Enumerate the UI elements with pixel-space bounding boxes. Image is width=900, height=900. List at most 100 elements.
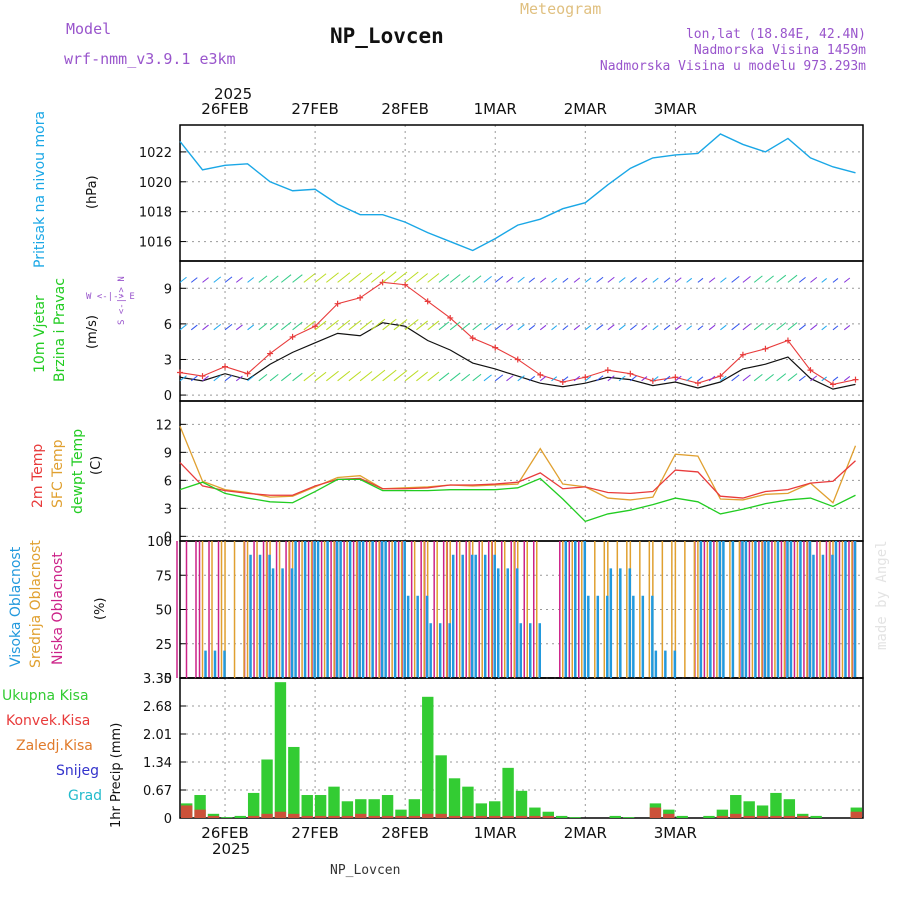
wind-barb-0-4 xyxy=(224,276,233,283)
model-name: wrf-nmm_v3.9.1 e3km xyxy=(64,50,236,68)
gust-marker-30 xyxy=(852,376,859,383)
gust-marker-29 xyxy=(829,381,836,388)
wind-barb-0-31 xyxy=(528,277,536,283)
precip-ylabel: 1hr Precip (mm) xyxy=(109,723,124,828)
wind-barb-0-28 xyxy=(494,276,504,283)
wind-barb-1-37 xyxy=(596,324,604,331)
wind-barb-1-6 xyxy=(247,324,255,331)
panel-frame-2 xyxy=(179,400,864,542)
wind-barb-0-43 xyxy=(663,277,671,283)
wind-barb-2-55 xyxy=(798,375,806,382)
precip-conv-bar-8 xyxy=(288,813,300,818)
wind-barb-0-7 xyxy=(258,275,268,283)
precip-conv-bar-50 xyxy=(850,811,862,818)
wind-barb-2-56 xyxy=(810,375,818,382)
wind-barb-0-0 xyxy=(179,276,187,283)
wind-barb-2-54 xyxy=(787,373,798,382)
wind-barb-2-22 xyxy=(427,371,440,382)
wind-title: 10m Vjetar xyxy=(32,295,48,373)
gust-marker-28 xyxy=(807,367,814,374)
wind-barb-0-16 xyxy=(359,272,373,283)
wind-barb-1-41 xyxy=(641,325,648,331)
wind-barb-1-5 xyxy=(235,324,243,331)
precip-conv-bar-17 xyxy=(408,815,421,818)
precip-total-bar-39 xyxy=(703,815,715,818)
wind-barb-2-18 xyxy=(382,369,397,382)
wind-barb-2-6 xyxy=(247,375,255,382)
wind-compass-v: S <-|-> N xyxy=(117,276,127,325)
wind-barb-1-52 xyxy=(765,322,774,331)
wind-barb-0-23 xyxy=(438,274,450,283)
gust-marker-27 xyxy=(784,337,791,344)
dewpt-title: dewpt Temp xyxy=(70,429,86,514)
precip-conv-bar-40 xyxy=(716,815,729,818)
watermark: made by Angel xyxy=(874,540,890,650)
wind-compass-h: W <-|-> E xyxy=(86,292,135,302)
wind-barb-0-52 xyxy=(765,275,774,283)
precip-conv-bar-16 xyxy=(395,815,407,818)
precip-total-bar-43 xyxy=(756,805,769,818)
date-label-top-0: 26FEB xyxy=(201,100,248,118)
wind-barb-1-28 xyxy=(494,323,504,331)
wind-barb-1-0 xyxy=(179,324,187,331)
wind-barb-2-14 xyxy=(337,370,351,382)
wind-barb-0-57 xyxy=(821,278,827,283)
dewpt-temp-line xyxy=(179,477,856,523)
precip-total-bar-5 xyxy=(247,792,260,818)
wind-barb-0-20 xyxy=(404,271,419,283)
year-bottom: 2025 xyxy=(212,840,250,858)
precip-conv-bar-27 xyxy=(542,815,554,818)
wind-barb-0-21 xyxy=(416,273,429,283)
legend-conv: Konvek.Kisa xyxy=(6,713,90,729)
wind-barb-0-32 xyxy=(539,277,547,283)
ytick-label-0-0: 1016 xyxy=(139,236,172,251)
gust-marker-9 xyxy=(379,279,386,286)
wind-barb-1-15 xyxy=(348,320,362,331)
precip-total-bar-42 xyxy=(743,801,755,818)
wind-barb-1-43 xyxy=(663,324,671,331)
precip-total-bar-45 xyxy=(783,799,796,818)
ytick-label-4-0: 0 xyxy=(164,812,172,827)
precip-conv-bar-21 xyxy=(462,815,474,818)
wind-barb-0-44 xyxy=(675,277,682,283)
date-label-bottom-1: 27FEB xyxy=(291,824,338,842)
wind-barb-1-48 xyxy=(720,324,727,331)
year-top: 2025 xyxy=(214,85,252,103)
wind-barb-0-35 xyxy=(573,277,581,283)
wind-barb-1-1 xyxy=(190,324,198,331)
precip-total-bar-20 xyxy=(448,778,461,818)
panel-1: 0 3 6 9 xyxy=(164,260,864,404)
gust-marker-2 xyxy=(222,363,229,370)
precip-conv-bar-26 xyxy=(529,815,541,818)
precip-conv-bar-2 xyxy=(207,815,220,818)
precip-total-bar-22 xyxy=(475,803,488,818)
wind-barb-1-18 xyxy=(382,318,397,331)
gust-marker-1 xyxy=(199,373,206,380)
precip-total-bar-21 xyxy=(462,786,474,818)
precip-conv-bar-19 xyxy=(435,813,447,818)
wind-barb-2-43 xyxy=(663,375,671,382)
wind-barb-0-17 xyxy=(371,271,386,283)
wind-barb-0-24 xyxy=(449,274,461,283)
date-label-bottom-3: 1MAR xyxy=(474,824,517,842)
legend-frz: Zaledj.Kisa xyxy=(16,738,93,754)
wind-barb-2-17 xyxy=(371,369,386,382)
wind-barb-2-1 xyxy=(190,375,198,382)
wind-barb-2-19 xyxy=(393,370,408,382)
wind-barb-2-5 xyxy=(235,375,243,382)
gust-marker-16 xyxy=(537,371,544,378)
ytick-label-0-2: 1020 xyxy=(139,176,172,191)
wind-barb-2-8 xyxy=(269,373,279,382)
wind-titles: 10m Vjetar Brzina i Pravac (m/s) W <-|->… xyxy=(32,276,135,382)
panel-frame-0 xyxy=(179,124,864,262)
wind-barb-2-50 xyxy=(742,374,751,382)
gust-marker-0 xyxy=(177,369,183,376)
precip-conv-bar-15 xyxy=(381,815,394,818)
ytick-label-2-0: 0 xyxy=(164,530,172,545)
wind-barb-0-14 xyxy=(337,272,351,283)
precip-conv-bar-42 xyxy=(743,815,755,818)
gust-marker-17 xyxy=(559,379,566,386)
ytick-label-0-1: 1018 xyxy=(139,206,172,221)
legend-snow: Snijeg xyxy=(56,763,99,779)
